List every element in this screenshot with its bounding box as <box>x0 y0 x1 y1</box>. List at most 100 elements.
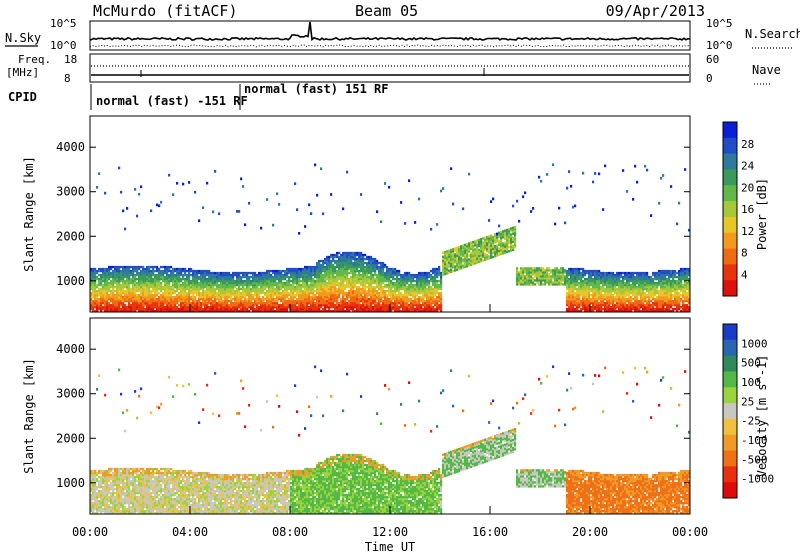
power-cell <box>124 276 126 278</box>
power-cell <box>116 298 118 300</box>
power-cell <box>230 300 232 302</box>
power-cell <box>292 288 294 290</box>
power-cell <box>418 286 420 288</box>
power-cell <box>386 268 388 270</box>
power-cell <box>196 306 198 308</box>
power-cell <box>374 282 376 284</box>
power-cell <box>110 274 112 276</box>
power-cell <box>400 280 402 282</box>
power-cell <box>102 306 104 308</box>
power-cell <box>574 294 576 296</box>
power-cell <box>294 278 296 280</box>
power-cell <box>376 290 378 292</box>
power-cell <box>310 272 312 274</box>
power-cell <box>466 247 468 249</box>
power-cell <box>312 298 314 300</box>
power-cell-sparse <box>248 202 250 205</box>
power-cell <box>354 258 356 260</box>
power-cell <box>130 274 132 276</box>
power-cell <box>264 282 266 284</box>
power-cell <box>200 304 202 306</box>
power-cell <box>148 276 150 278</box>
power-cell <box>316 298 318 300</box>
power-cell <box>404 294 406 296</box>
power-cell <box>218 280 220 282</box>
power-cell <box>194 288 196 290</box>
power-cell <box>210 300 212 302</box>
power-cell <box>100 270 102 272</box>
power-cell <box>304 290 306 292</box>
power-cell <box>240 292 242 294</box>
power-cell <box>354 272 356 274</box>
power-cell <box>354 306 356 308</box>
power-cell <box>94 268 96 270</box>
power-cell <box>566 282 568 284</box>
power-cell <box>432 268 434 270</box>
power-cell <box>412 300 414 302</box>
power-cell <box>284 292 286 294</box>
power-cell <box>342 280 344 282</box>
power-cell <box>318 294 320 296</box>
power-cell <box>452 270 454 272</box>
power-cell <box>190 286 192 288</box>
power-cell <box>132 296 134 298</box>
power-cell <box>312 278 314 280</box>
power-cell <box>156 290 158 292</box>
power-cell <box>142 276 144 278</box>
power-cell <box>152 280 154 282</box>
power-cell <box>562 275 564 277</box>
power-cell <box>112 282 114 284</box>
power-cell <box>442 270 444 272</box>
power-cell <box>252 290 254 292</box>
power-cell <box>460 261 462 263</box>
power-cell <box>382 296 384 298</box>
power-cell <box>362 288 364 290</box>
power-cell-sparse <box>136 215 138 218</box>
power-cell <box>304 282 306 284</box>
power-cell <box>200 280 202 282</box>
power-cell <box>154 286 156 288</box>
power-cell <box>140 266 142 268</box>
power-cell <box>178 274 180 276</box>
power-cell <box>108 308 110 310</box>
power-cell <box>258 296 260 298</box>
power-cell <box>308 266 310 268</box>
power-cell <box>288 280 290 282</box>
power-cell <box>228 292 230 294</box>
power-cell <box>490 249 492 251</box>
power-cell <box>440 296 442 298</box>
power-cell <box>136 272 138 274</box>
power-cell <box>104 308 106 310</box>
power-cell <box>208 282 210 284</box>
power-cell-sparse <box>322 212 324 215</box>
power-cell <box>106 300 108 302</box>
power-cell <box>144 270 146 272</box>
power-cell <box>274 282 276 284</box>
power-cell <box>176 296 178 298</box>
power-cell <box>608 290 610 292</box>
power-cell <box>202 298 204 300</box>
power-cell <box>268 282 270 284</box>
power-cell <box>98 308 100 310</box>
power-cell <box>296 308 298 310</box>
power-cell <box>316 284 318 286</box>
power-cell <box>352 284 354 286</box>
power-cell <box>354 292 356 294</box>
power-cell <box>140 300 142 302</box>
power-cell <box>280 274 282 276</box>
power-cell <box>580 300 582 302</box>
power-cell <box>222 300 224 302</box>
power-cell <box>326 264 328 266</box>
power-cell <box>388 298 390 300</box>
power-cell <box>310 292 312 294</box>
power-cell <box>578 288 580 290</box>
power-cell <box>312 272 314 274</box>
power-cell <box>306 278 308 280</box>
power-cell <box>620 308 622 310</box>
power-cell <box>462 267 464 269</box>
power-cell <box>158 306 160 308</box>
power-cell <box>130 282 132 284</box>
power-cell <box>330 302 332 304</box>
power-cell <box>288 276 290 278</box>
power-cell <box>138 298 140 300</box>
